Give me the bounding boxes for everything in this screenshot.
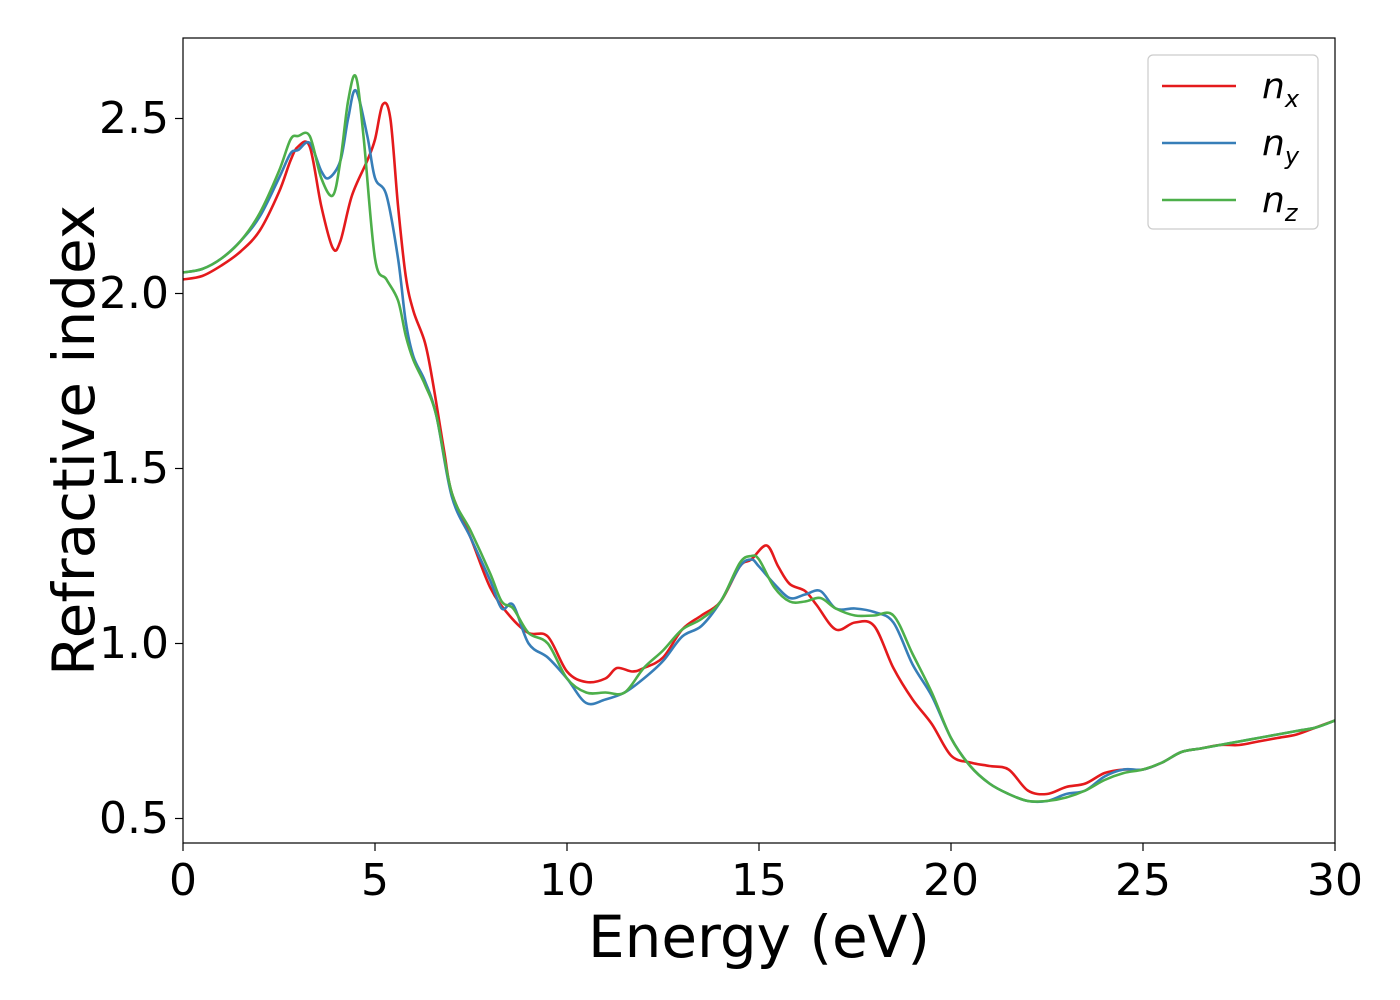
x-tick-label: 5	[361, 855, 389, 906]
legend-entry-label: nz	[1262, 180, 1299, 227]
legend: nx ny nz	[1147, 54, 1319, 230]
x-tick-label: 25	[1115, 855, 1171, 906]
x-axis-label: Energy (eV)	[588, 903, 930, 971]
y-tick-label: 0.5	[99, 793, 169, 844]
x-tick-label: 10	[539, 855, 595, 906]
legend-entry-label: ny	[1262, 123, 1300, 170]
y-axis-label: Refractive index	[40, 205, 108, 676]
y-tick-label: 1.5	[99, 443, 169, 494]
series-line-n-z	[183, 74, 1335, 803]
x-tick-label: 15	[731, 855, 787, 906]
y-tick-label: 1.0	[99, 618, 169, 669]
y-tick-label: 2.0	[99, 268, 169, 319]
series-line-n-y	[183, 89, 1335, 804]
x-tick-label: 0	[169, 855, 197, 906]
y-tick-label: 2.5	[99, 93, 169, 144]
x-axis-ticks: 0 5 10 15 20 25 30	[169, 843, 1363, 906]
y-axis-ticks: 0.5 1.0 1.5 2.0 2.5	[99, 93, 183, 844]
x-tick-label: 30	[1307, 855, 1363, 906]
legend-entry-label: nx	[1262, 66, 1300, 113]
x-tick-label: 20	[923, 855, 979, 906]
plot-area	[183, 74, 1335, 804]
